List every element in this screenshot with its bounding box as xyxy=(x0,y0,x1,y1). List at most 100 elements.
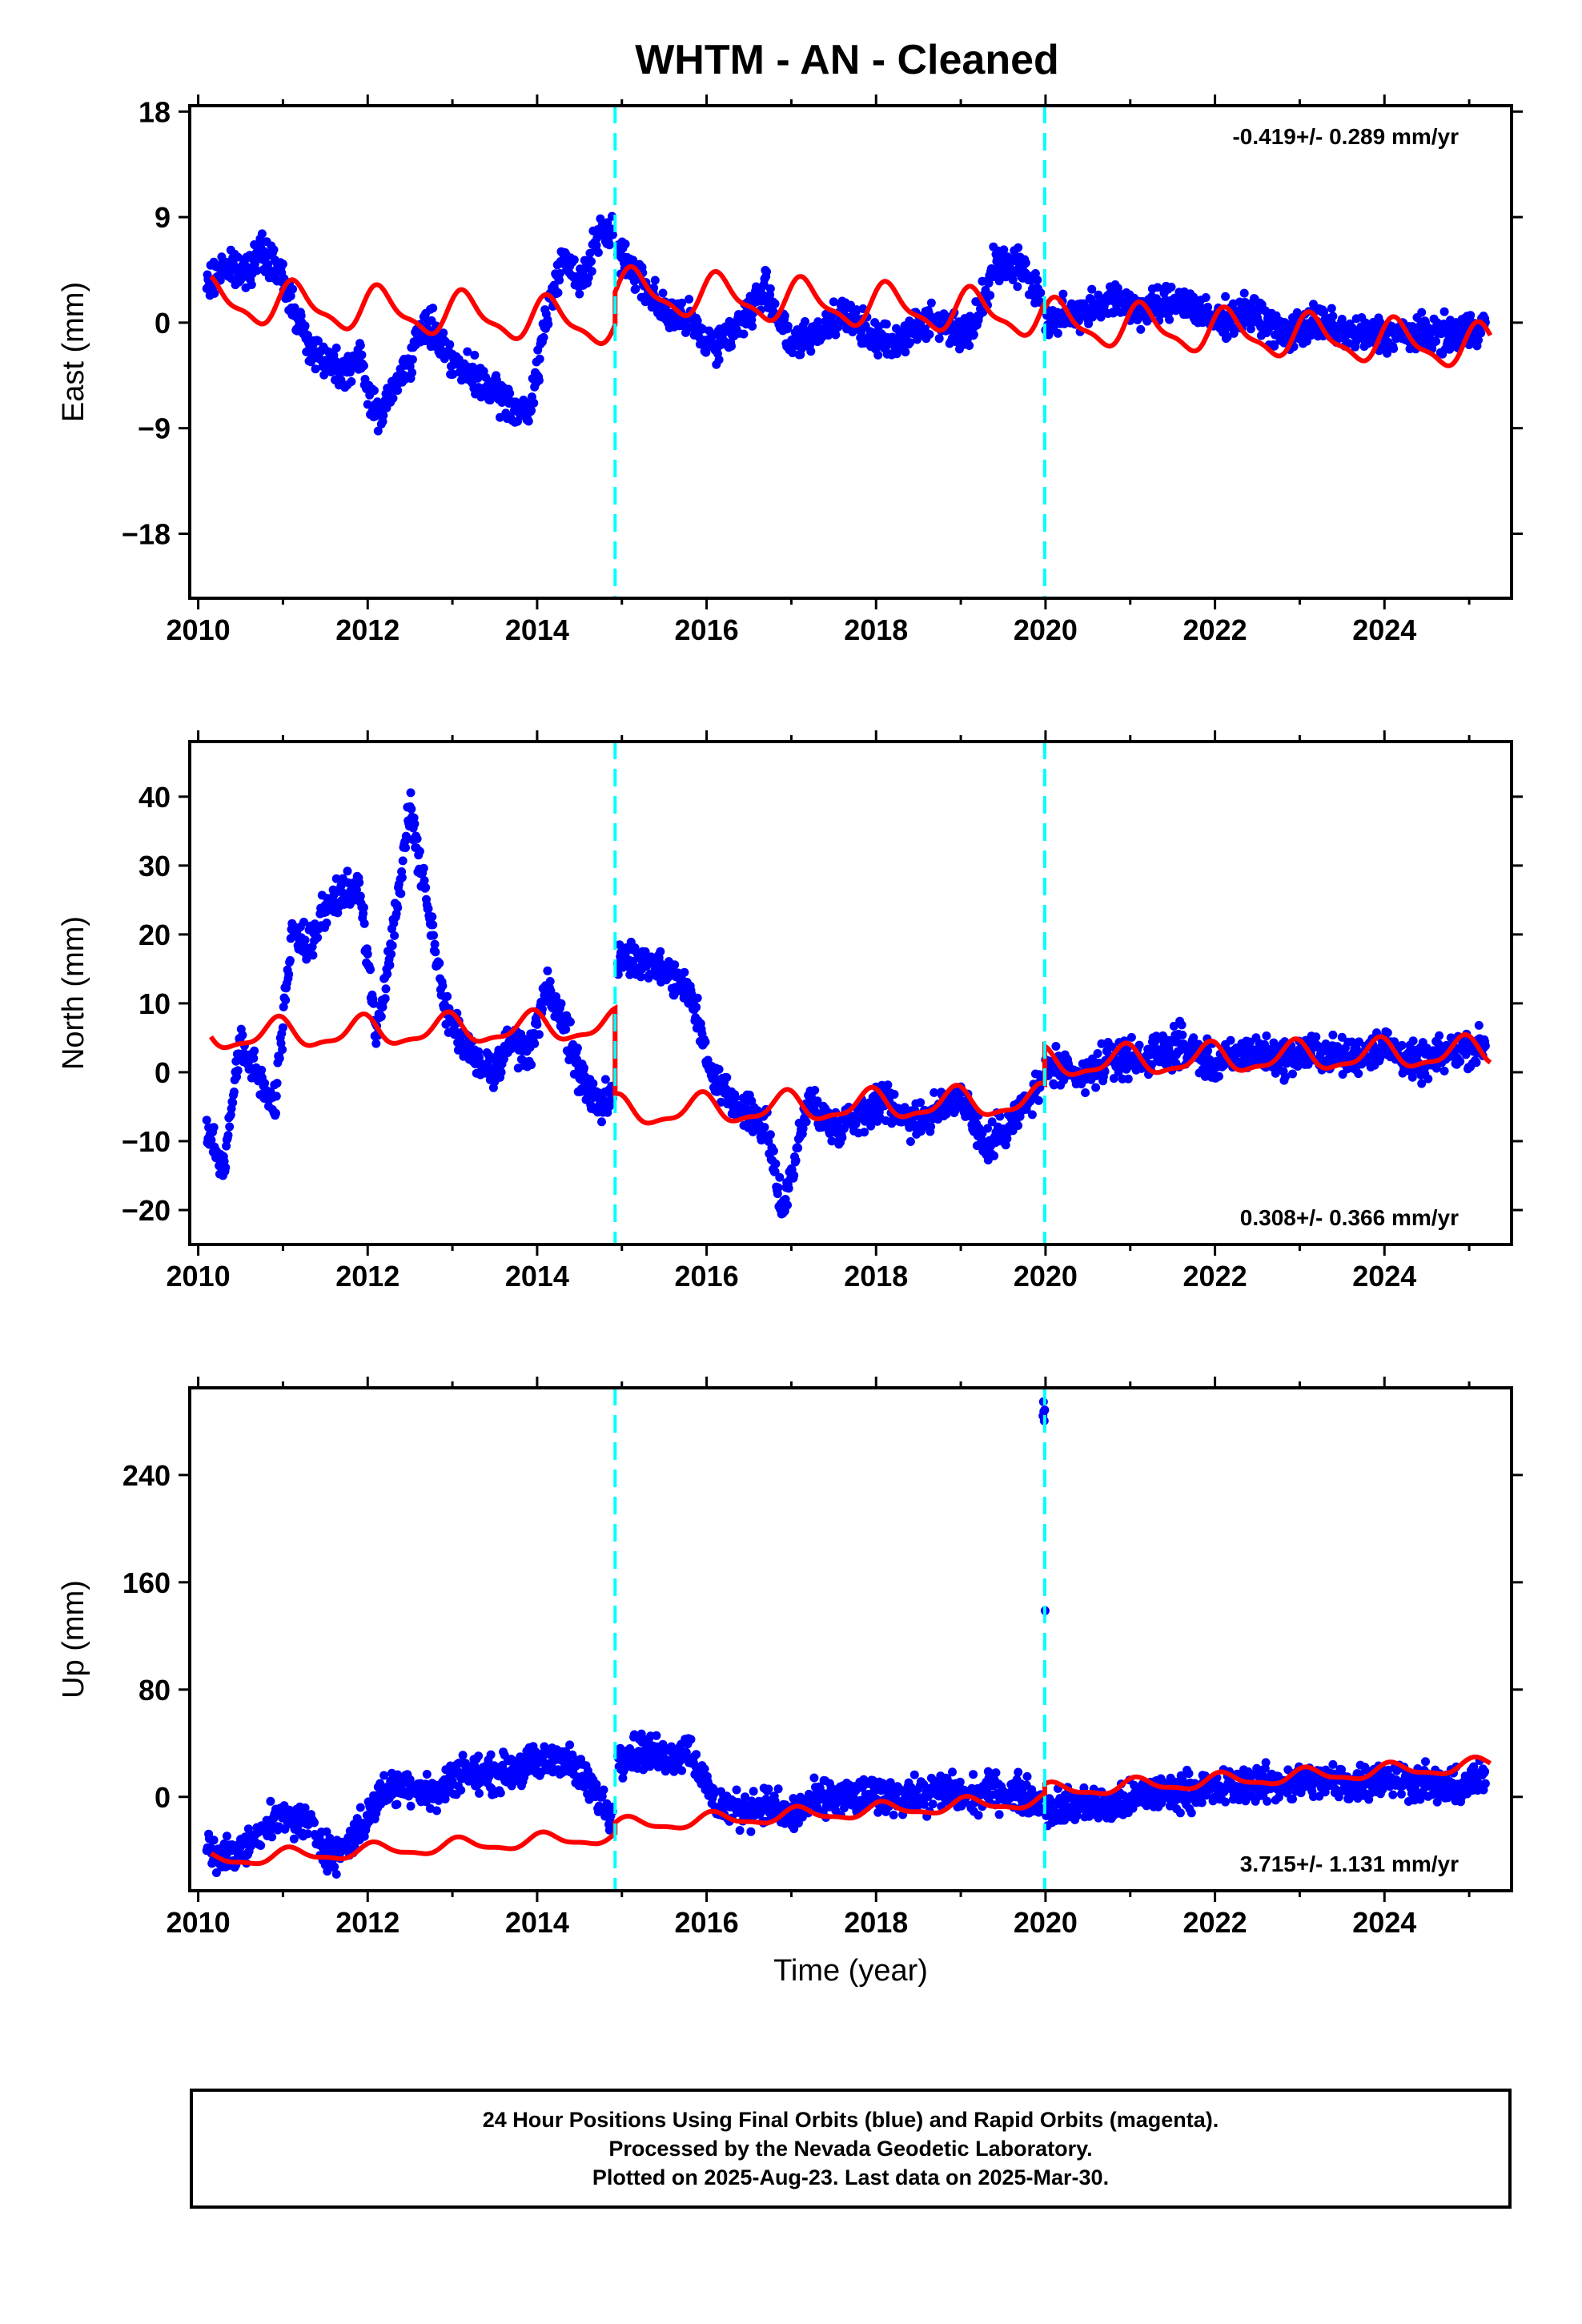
rate-annotation: 0.308+/- 0.366 mm/yr xyxy=(1240,1205,1459,1230)
east-data-point xyxy=(994,276,1004,286)
north-data-point xyxy=(250,1046,259,1055)
east-data-point xyxy=(1021,258,1030,267)
east-data-point xyxy=(620,239,630,249)
east-data-point xyxy=(934,334,944,344)
north-data-point xyxy=(784,1184,793,1193)
east-data-point xyxy=(608,230,617,239)
north-data-point xyxy=(331,874,341,883)
north-data-point xyxy=(837,1133,847,1142)
east-data-point xyxy=(1166,283,1176,292)
east-data-point xyxy=(408,368,417,377)
north-data-point xyxy=(810,1085,820,1095)
north-data-point xyxy=(233,1066,243,1076)
north-data-point xyxy=(771,1159,781,1168)
north-data-point xyxy=(789,1171,799,1180)
east-data-point xyxy=(748,321,757,331)
north-data-point xyxy=(278,1045,287,1055)
east-data-point xyxy=(806,347,816,356)
north-data-point xyxy=(431,947,440,957)
up-data-point xyxy=(677,1766,687,1775)
north-data-point xyxy=(1435,1031,1444,1040)
up-data-point xyxy=(267,1832,277,1842)
east-data-point xyxy=(1327,304,1336,313)
north-data-point xyxy=(381,984,391,994)
x-tick-label: 2018 xyxy=(844,1260,908,1293)
north-data-point xyxy=(383,969,392,979)
up-data-point xyxy=(222,1831,231,1841)
north-data-point xyxy=(271,1092,281,1101)
up-data-point xyxy=(456,1785,466,1795)
east-data-point xyxy=(383,384,392,393)
north-data-point xyxy=(228,1098,238,1108)
east-data-point xyxy=(278,259,287,269)
east-data-point xyxy=(336,376,346,384)
east-data-point xyxy=(313,336,323,346)
north-data-point xyxy=(419,863,428,873)
north-data-point xyxy=(1423,1074,1433,1084)
north-data-point xyxy=(225,1122,235,1132)
east-data-point xyxy=(1164,308,1174,318)
east-data-point xyxy=(801,317,809,326)
up-data-point xyxy=(432,1806,441,1815)
y-tick-label: 0 xyxy=(155,1056,171,1089)
north-data-point xyxy=(1328,1030,1338,1039)
north-data-point xyxy=(363,949,372,959)
north-data-point xyxy=(883,1080,893,1090)
east-data-point xyxy=(269,245,279,255)
north-data-point xyxy=(1091,1083,1101,1092)
north-data-point xyxy=(600,1075,610,1084)
up-data-point xyxy=(652,1731,661,1740)
north-data-point xyxy=(257,1065,267,1075)
north-data-point xyxy=(1439,1066,1449,1076)
north-data-point xyxy=(701,1037,710,1047)
east-data-point xyxy=(1136,324,1146,334)
east-data-point xyxy=(770,299,780,308)
north-data-point xyxy=(443,991,452,1001)
north-data-point xyxy=(722,1073,732,1082)
east-data-point xyxy=(233,252,243,262)
north-data-point xyxy=(801,1117,811,1127)
north-data-point xyxy=(221,1163,231,1172)
up-data-point xyxy=(475,1788,484,1798)
north-data-point xyxy=(284,970,294,979)
north-data-point xyxy=(231,1056,241,1066)
x-tick-label: 2018 xyxy=(844,613,908,646)
x-tick-label: 2020 xyxy=(1014,1260,1078,1293)
north-data-point xyxy=(565,1017,575,1027)
north-data-point xyxy=(336,881,346,891)
panel-east: 2010 2012 2014 2016 2018 2020 2022 20241890−9−1… xyxy=(57,94,1523,646)
y-tick-label: −20 xyxy=(122,1194,171,1227)
east-data-point xyxy=(1431,336,1441,346)
east-data-point xyxy=(969,330,978,340)
east-data-point xyxy=(1053,328,1062,338)
x-tick-label: 2014 xyxy=(505,1260,569,1293)
up-data-point xyxy=(310,1818,319,1827)
north-data-point xyxy=(300,935,310,945)
north-data-point xyxy=(281,995,291,1005)
east-data-point xyxy=(631,284,640,294)
east-data-point xyxy=(833,322,843,332)
north-data-point xyxy=(1354,1069,1363,1079)
east-data-point xyxy=(1337,315,1347,324)
east-data-point xyxy=(986,291,995,300)
north-data-point xyxy=(351,885,361,895)
north-data-point xyxy=(793,1144,803,1152)
north-data-point xyxy=(371,1039,381,1048)
north-data-point xyxy=(387,949,396,959)
north-data-point xyxy=(438,981,448,991)
north-data-point xyxy=(1262,1031,1271,1040)
east-data-point xyxy=(575,289,584,299)
east-data-point xyxy=(813,317,823,327)
north-data-point xyxy=(1051,1042,1061,1051)
north-data-point xyxy=(905,1137,915,1146)
east-data-point xyxy=(379,411,388,420)
north-data-point xyxy=(545,977,555,986)
north-data-point xyxy=(775,1172,785,1182)
east-data-point xyxy=(1223,332,1232,342)
east-data-point xyxy=(1270,341,1279,351)
up-data-point xyxy=(686,1735,696,1744)
east-data-point xyxy=(1474,336,1483,345)
east-data-point xyxy=(393,386,403,395)
east-data-point xyxy=(445,340,455,349)
east-data-point xyxy=(999,245,1009,255)
